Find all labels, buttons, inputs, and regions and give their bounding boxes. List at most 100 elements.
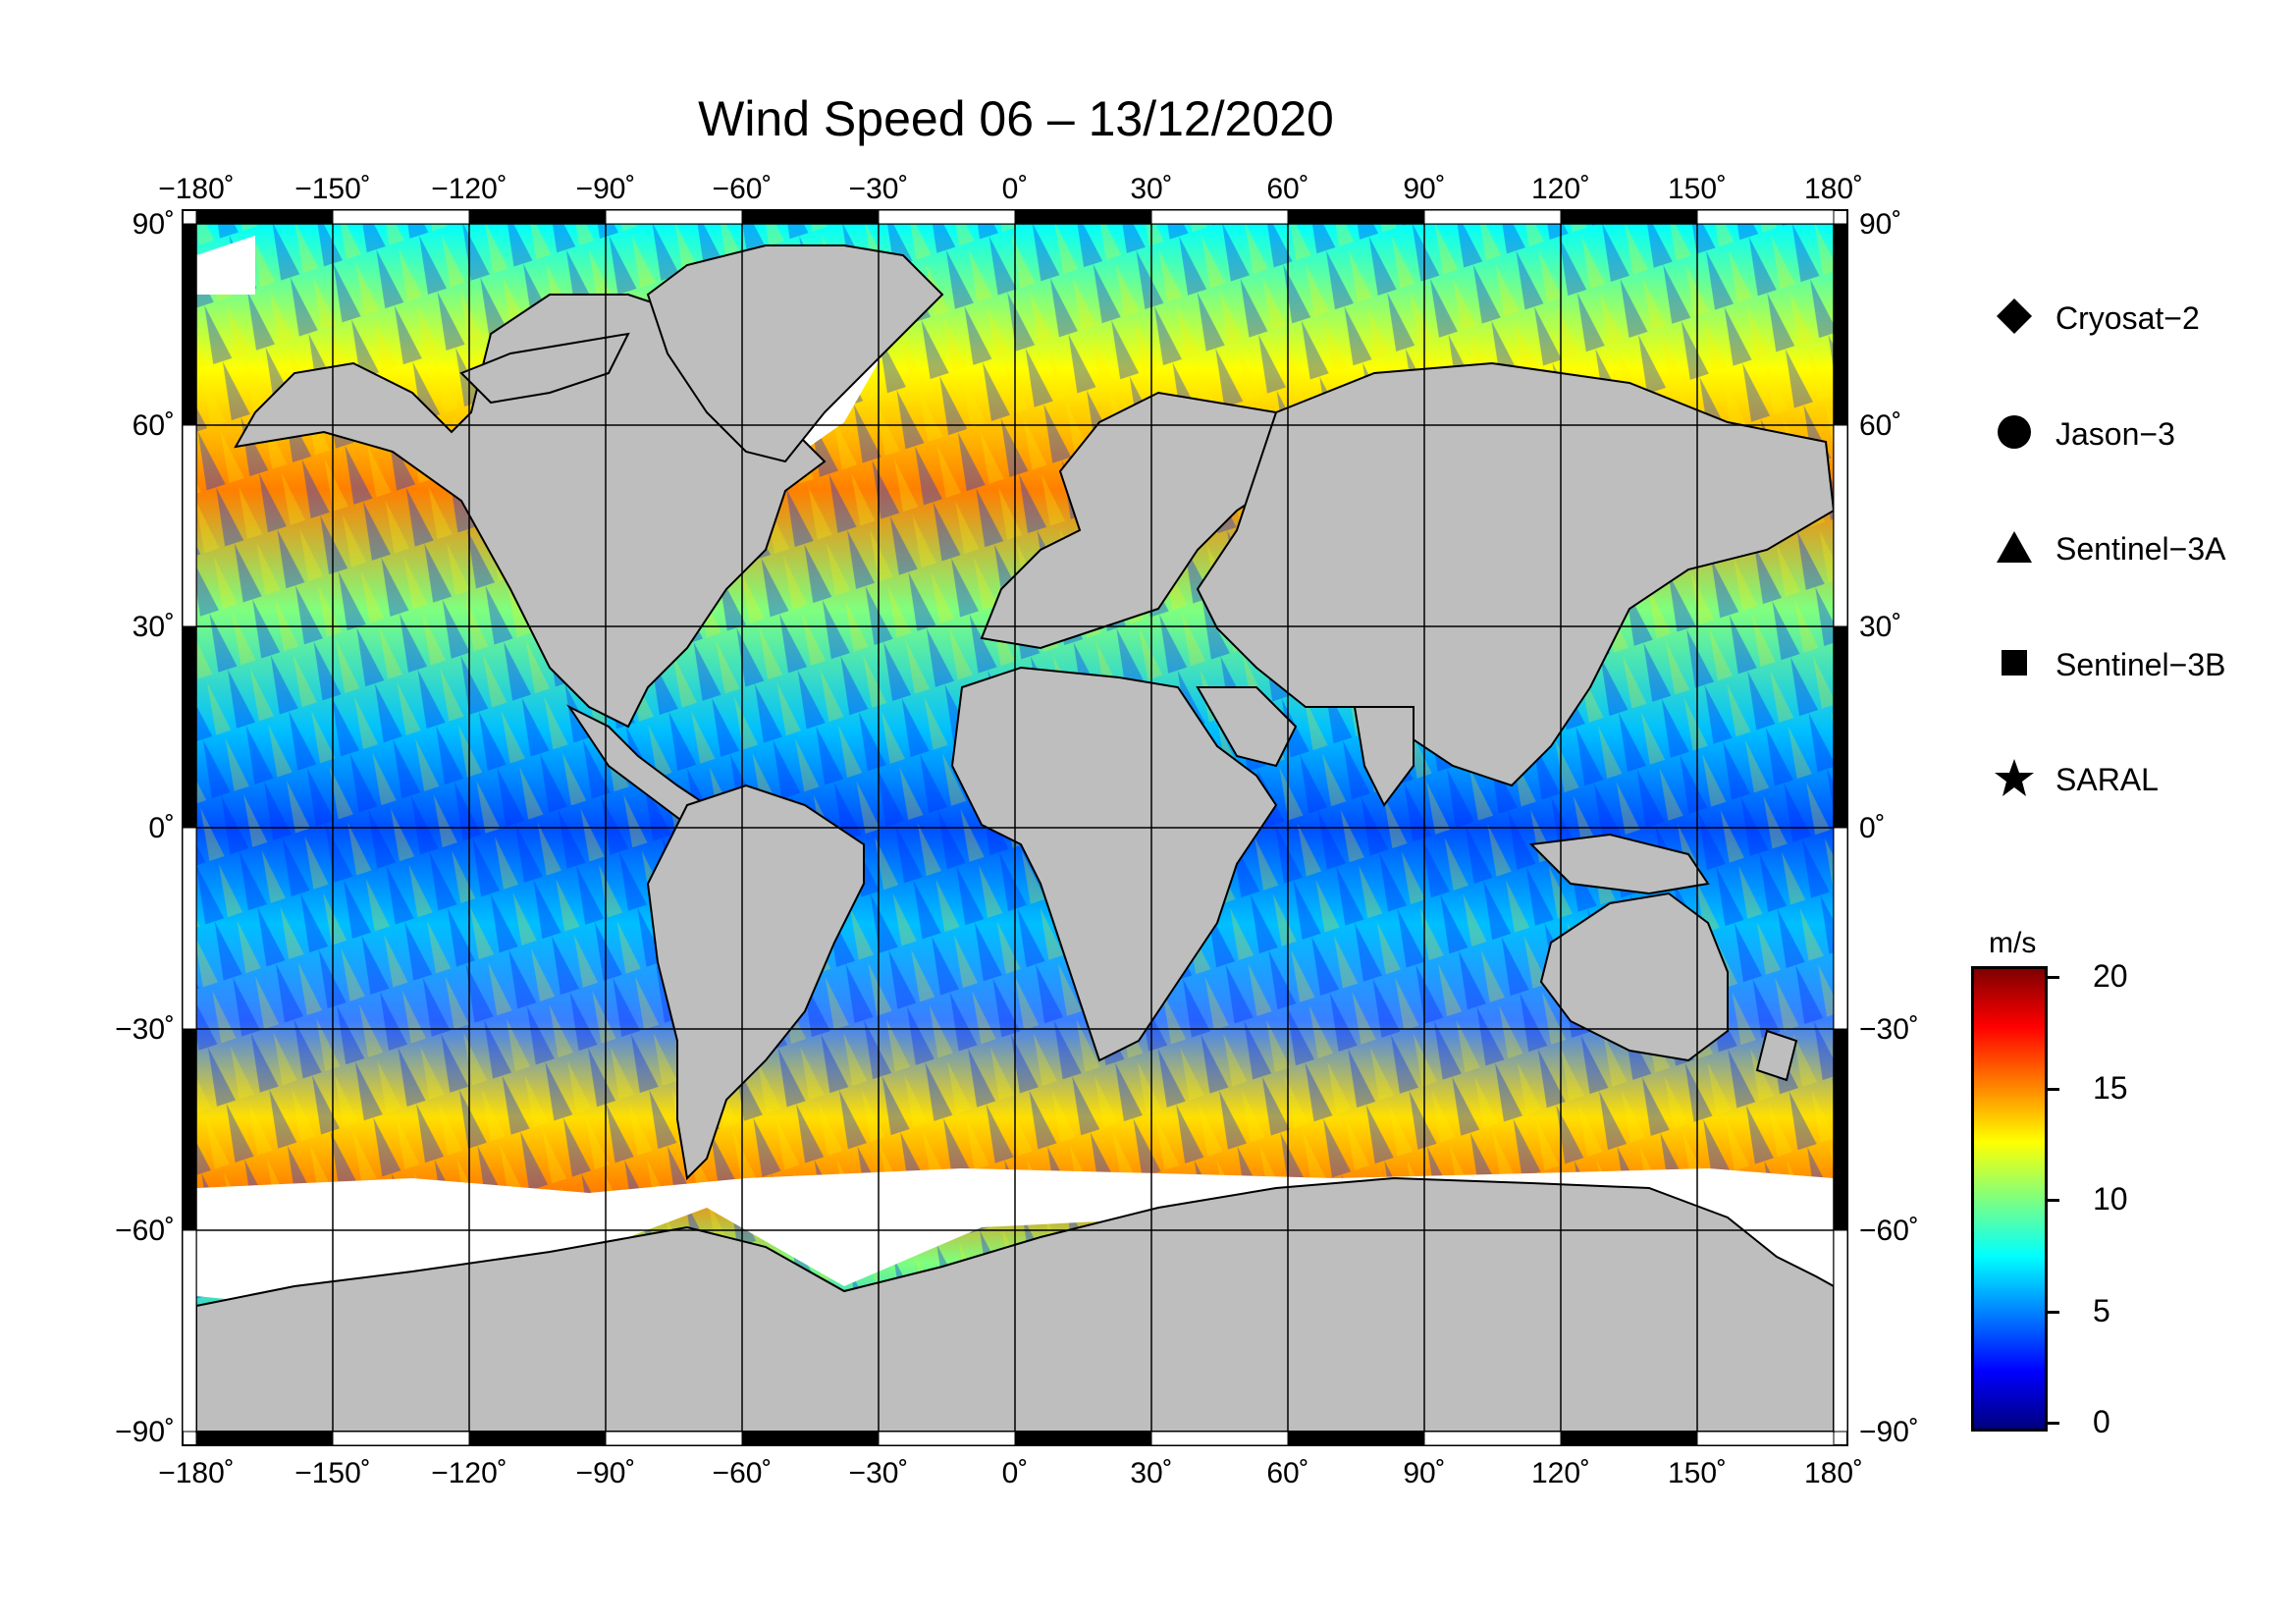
lon-tick-label: 150˚	[1668, 1457, 1727, 1489]
colorbar	[1971, 966, 2048, 1432]
frame-segment	[1833, 223, 1848, 426]
frame-segment	[1150, 209, 1289, 225]
axis-ticks: −180˚ −180˚ −150˚ −150˚ −120˚ −120˚ −90˚ −90˚ −6…	[115, 173, 1919, 1489]
lon-tick-label: 180˚	[1804, 1457, 1863, 1489]
legend-item-cryosat-2: Cryosat−2	[1993, 295, 2287, 344]
frame-segment	[1696, 1431, 1835, 1446]
land-europe	[980, 391, 1298, 650]
frame-segment	[182, 625, 197, 829]
frame-segment	[1833, 1229, 1848, 1433]
land-africa	[950, 666, 1278, 1062]
colorbar-tick	[2048, 1422, 2059, 1425]
frame-segment	[1014, 1431, 1152, 1446]
lon-tick-label: 0˚	[1002, 173, 1029, 205]
colorbar-tick	[2048, 1199, 2059, 1202]
frame-segment	[1423, 209, 1562, 225]
lon-tick-label: −150˚	[294, 1457, 371, 1489]
lon-tick-label: 150˚	[1668, 173, 1727, 205]
land-arabia	[1196, 686, 1298, 768]
frame-segment	[1423, 1431, 1562, 1446]
lat-tick-label: −60˚	[1859, 1215, 1919, 1247]
frame-segment	[332, 1431, 470, 1446]
triangle-icon	[1997, 531, 2032, 563]
lat-tick-label: 30˚	[133, 611, 175, 643]
land-asia	[1196, 361, 1836, 787]
lon-tick-label: 90˚	[1403, 173, 1445, 205]
lat-tick-label: 60˚	[1859, 409, 1901, 442]
lat-tick-label: 30˚	[1859, 611, 1901, 643]
lon-tick-label: −60˚	[713, 1457, 773, 1489]
lon-tick-label: 180˚	[1804, 173, 1863, 205]
frame-segment	[1560, 209, 1698, 225]
frame-segment	[1696, 209, 1835, 225]
lat-tick-label: −90˚	[115, 1416, 175, 1448]
land-arctic-islands	[459, 332, 630, 405]
frame-segment	[605, 1431, 743, 1446]
land-masses	[195, 244, 1836, 1433]
lat-tick-label: −30˚	[115, 1013, 175, 1046]
lat-tick-label: 0˚	[1859, 812, 1886, 844]
legend-item-sentinel-3a: Sentinel−3A	[1993, 525, 2287, 574]
frame-segment	[468, 1431, 607, 1446]
colorbar-tick	[2048, 976, 2059, 979]
land-indonesia	[1528, 833, 1710, 895]
legend-label: SARAL	[2056, 762, 2159, 797]
frame-segment	[182, 1028, 197, 1231]
lon-tick-label: −120˚	[431, 173, 507, 205]
lon-tick-label: −30˚	[849, 1457, 909, 1489]
frame-segment	[468, 209, 607, 225]
lon-tick-label: −120˚	[431, 1457, 507, 1489]
legend-label: Cryosat−2	[2056, 300, 2200, 336]
land-new-zealand	[1755, 1029, 1798, 1082]
legend-label: Sentinel−3A	[2056, 531, 2226, 567]
frame-segment	[1014, 209, 1152, 225]
map-frame	[182, 209, 1848, 1446]
lat-tick-label: 0˚	[148, 812, 175, 844]
lat-tick-label: 60˚	[133, 409, 175, 442]
colorbar-unit: m/s	[1989, 927, 2037, 959]
lat-tick-label: 90˚	[1859, 208, 1901, 241]
lon-tick-label: 30˚	[1130, 173, 1172, 205]
lon-tick-label: 120˚	[1531, 1457, 1590, 1489]
lon-tick-label: −180˚	[158, 1457, 235, 1489]
lat-tick-label: 90˚	[133, 208, 175, 241]
legend-item-saral: SARAL	[1993, 756, 2287, 805]
lon-tick-label: −30˚	[849, 173, 909, 205]
colorbar-tick	[2048, 1310, 2059, 1314]
frame-segment	[605, 209, 743, 225]
diamond-icon	[1997, 298, 2032, 334]
lat-tick-label: −90˚	[1859, 1416, 1919, 1448]
lon-tick-label: 60˚	[1266, 1457, 1308, 1489]
frame-segment	[1833, 827, 1848, 1030]
frame-segment	[182, 827, 197, 1030]
colorbar-label: 20	[2093, 958, 2128, 994]
frame-segment	[878, 209, 1016, 225]
frame-segment	[182, 1229, 197, 1433]
frame-segment	[332, 209, 470, 225]
lon-tick-label: −90˚	[576, 173, 636, 205]
colorbar-tick	[2048, 1087, 2059, 1091]
legend-item-sentinel-3b: Sentinel−3B	[1993, 641, 2287, 690]
frame-segment	[1287, 209, 1425, 225]
star-icon	[1995, 759, 2034, 796]
map-title: Wind Speed 06 – 13/12/2020	[698, 91, 1334, 146]
lon-tick-label: 120˚	[1531, 173, 1590, 205]
legend-item-jason-3: Jason−3	[1993, 410, 2287, 460]
legend-label: Sentinel−3B	[2056, 647, 2226, 682]
lon-tick-label: −90˚	[576, 1457, 636, 1489]
colorbar-label: 0	[2093, 1404, 2110, 1439]
lon-tick-label: 90˚	[1403, 1457, 1445, 1489]
lat-tick-label: −60˚	[115, 1215, 175, 1247]
land-greenland	[646, 244, 944, 463]
lon-tick-label: 0˚	[1002, 1457, 1029, 1489]
colorbar-label: 15	[2093, 1069, 2128, 1106]
frame-segment	[195, 209, 334, 225]
frame-segment	[741, 209, 880, 225]
lon-tick-label: −150˚	[294, 173, 371, 205]
circle-icon	[1998, 415, 2031, 449]
colorbar-label: 5	[2093, 1292, 2110, 1328]
frame-segment	[741, 1431, 880, 1446]
lon-tick-label: 60˚	[1266, 173, 1308, 205]
legend-label: Jason−3	[2056, 416, 2175, 452]
frame-segment	[1833, 424, 1848, 627]
